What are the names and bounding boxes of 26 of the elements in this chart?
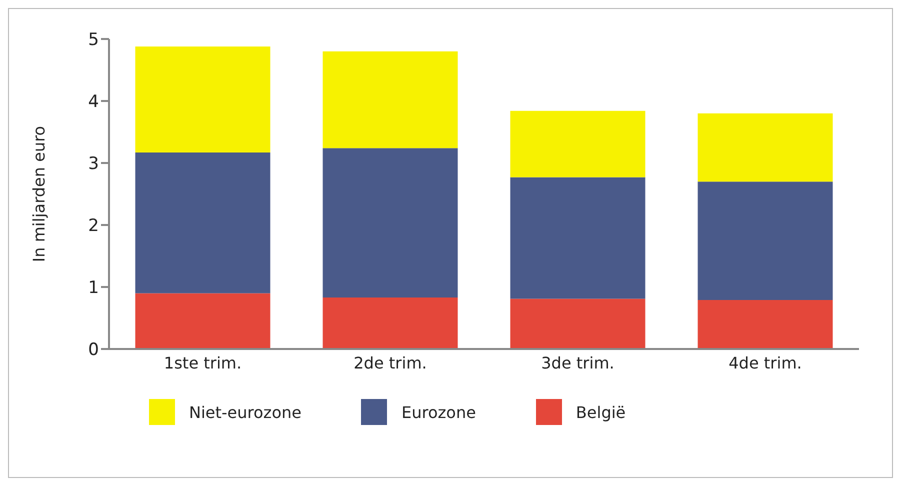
bar bbox=[510, 110, 646, 178]
y-tick-label: 2 bbox=[88, 216, 99, 236]
y-tick-label: 1 bbox=[88, 278, 99, 298]
bar bbox=[322, 148, 458, 298]
bar bbox=[698, 113, 833, 182]
bar bbox=[510, 177, 646, 299]
y-tick-label: 0 bbox=[88, 340, 99, 360]
x-tick-label: 3de trim. bbox=[541, 353, 614, 372]
bar bbox=[135, 46, 270, 152]
bar bbox=[510, 298, 646, 349]
legend-label: Eurozone bbox=[401, 402, 476, 422]
x-tick-label: 2de trim. bbox=[354, 353, 427, 372]
bar bbox=[322, 51, 458, 148]
bar bbox=[135, 152, 270, 294]
legend-label: Niet-eurozone bbox=[189, 402, 302, 422]
bar bbox=[698, 182, 833, 300]
x-tick-label: 4de trim. bbox=[728, 353, 802, 372]
x-tick-label: 1ste trim. bbox=[164, 353, 242, 372]
bar bbox=[698, 300, 833, 349]
legend-label: België bbox=[576, 402, 626, 422]
y-tick-label: 3 bbox=[88, 154, 99, 174]
bar bbox=[135, 293, 270, 349]
y-tick-label: 4 bbox=[88, 92, 99, 112]
y-tick-label: 5 bbox=[88, 30, 99, 50]
y-axis-title: In miljarden euro bbox=[30, 126, 49, 262]
bar bbox=[322, 298, 458, 349]
